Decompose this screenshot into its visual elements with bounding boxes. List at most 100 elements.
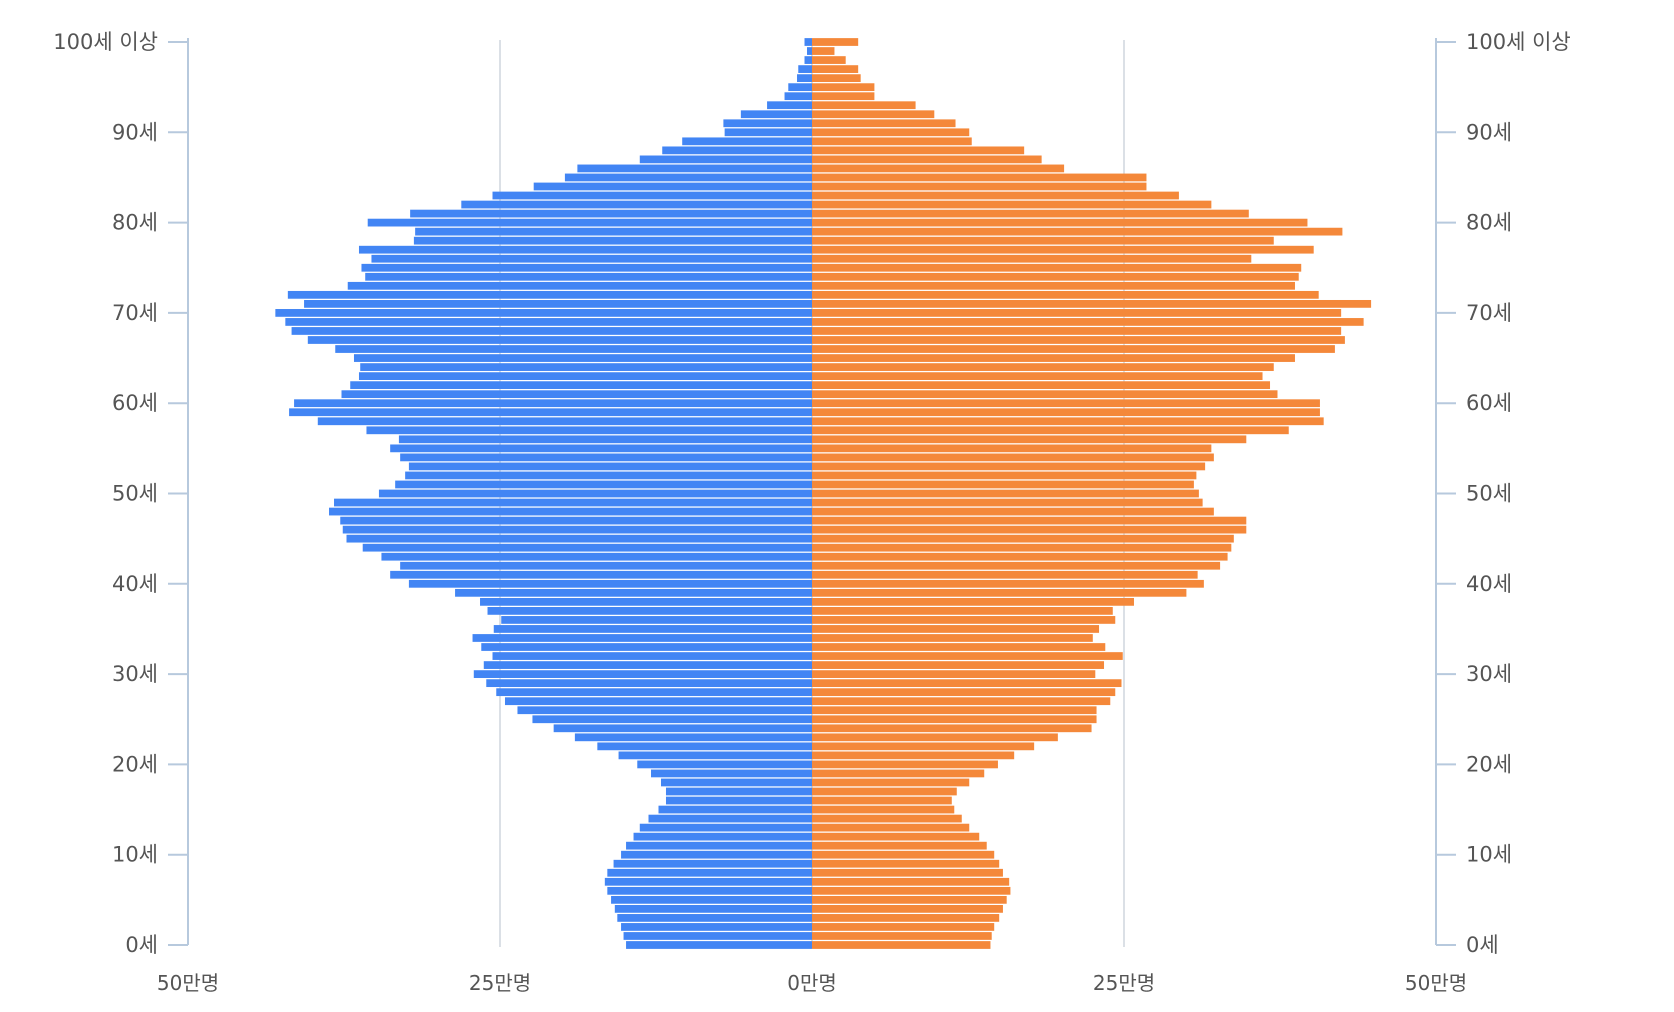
bar-left-age-13 — [639, 823, 812, 832]
bar-left-age-40 — [408, 579, 812, 588]
bar-left-age-61 — [341, 390, 812, 399]
bar-left-age-78 — [413, 236, 812, 245]
bar-right-age-14 — [812, 814, 962, 823]
bar-right-age-46 — [812, 525, 1247, 534]
bar-right-age-45 — [812, 534, 1234, 543]
bars — [275, 38, 1372, 949]
bar-left-age-85 — [564, 173, 812, 182]
bar-right-age-99 — [812, 47, 835, 55]
bar-left-age-86 — [577, 164, 812, 173]
bar-left-age-48 — [329, 507, 812, 516]
bar-right-age-24 — [812, 724, 1092, 733]
bar-left-age-54 — [400, 453, 812, 462]
bar-right-age-68 — [812, 327, 1342, 335]
bar-right-age-0 — [812, 941, 991, 949]
bar-right-age-79 — [812, 227, 1343, 236]
bar-left-age-90 — [724, 128, 812, 137]
bar-right-age-7 — [812, 877, 1010, 886]
bar-right-age-67 — [812, 336, 1345, 344]
bar-left-age-10 — [621, 850, 812, 859]
bar-left-age-30 — [473, 670, 812, 678]
bar-left-age-93 — [767, 101, 812, 110]
bar-right-age-53 — [812, 462, 1206, 471]
y-tick-label-right-0: 0세 — [1466, 933, 1499, 957]
bar-right-age-27 — [812, 697, 1111, 706]
bar-left-age-9 — [613, 859, 812, 868]
bar-right-age-43 — [812, 552, 1228, 561]
bar-right-age-4 — [812, 905, 1003, 913]
bar-right-age-36 — [812, 616, 1116, 624]
bar-left-age-36 — [501, 616, 812, 624]
bar-left-age-81 — [410, 209, 812, 218]
bar-right-age-13 — [812, 823, 970, 832]
bar-right-age-55 — [812, 444, 1212, 453]
y-tick-label-left-20: 20세 — [112, 752, 158, 776]
bar-right-age-33 — [812, 643, 1106, 651]
bar-left-age-0 — [626, 941, 812, 949]
bar-right-age-49 — [812, 498, 1203, 507]
bar-left-age-55 — [390, 444, 812, 453]
bar-right-age-31 — [812, 661, 1105, 669]
bar-right-age-93 — [812, 101, 916, 110]
bar-left-age-62 — [350, 381, 812, 390]
bar-left-age-50 — [378, 489, 812, 498]
bar-left-age-8 — [607, 868, 812, 877]
bar-left-age-96 — [797, 74, 812, 83]
bar-right-age-22 — [812, 742, 1035, 751]
bar-left-age-99 — [807, 47, 812, 55]
bar-left-age-4 — [614, 905, 812, 913]
bar-left-age-82 — [461, 200, 812, 209]
bar-right-age-17 — [812, 787, 957, 796]
bar-left-age-18 — [660, 778, 812, 787]
bar-right-age-70 — [812, 309, 1342, 317]
bar-right-age-34 — [812, 634, 1093, 642]
bar-left-age-12 — [633, 832, 812, 841]
bar-right-age-84 — [812, 182, 1147, 191]
tick-labels: 0세 0세 10세 10세 20세 20세 30세 30세 40세 40세 50세 50세 60세 60세… — [53, 30, 1570, 995]
y-tick-label-right-90: 90세 — [1466, 120, 1512, 144]
bar-left-age-19 — [651, 769, 812, 778]
bar-right-age-19 — [812, 769, 985, 778]
bar-right-age-95 — [812, 83, 875, 92]
bar-left-age-11 — [626, 841, 812, 850]
bar-left-age-64 — [360, 363, 812, 371]
axes — [168, 38, 1456, 946]
y-tick-label-right-30: 30세 — [1466, 662, 1512, 686]
bar-right-age-91 — [812, 119, 956, 128]
bar-right-age-8 — [812, 868, 1003, 877]
bar-right-age-21 — [812, 751, 1015, 760]
bar-right-age-48 — [812, 507, 1214, 516]
bar-left-age-68 — [291, 327, 813, 335]
bar-left-age-33 — [481, 643, 812, 651]
bar-right-age-41 — [812, 570, 1198, 579]
bar-left-age-97 — [798, 65, 812, 73]
y-tick-label-right-10: 10세 — [1466, 843, 1512, 867]
bar-right-age-59 — [812, 408, 1320, 417]
bar-right-age-74 — [812, 272, 1299, 281]
bar-right-age-71 — [812, 299, 1372, 308]
bar-right-age-100 — [812, 38, 859, 46]
bar-left-age-15 — [658, 805, 812, 814]
bar-left-age-53 — [408, 462, 812, 471]
y-tick-label-left-60: 60세 — [112, 391, 158, 415]
bar-right-age-61 — [812, 390, 1278, 399]
bar-right-age-38 — [812, 597, 1134, 606]
bar-right-age-25 — [812, 715, 1097, 724]
bar-right-age-30 — [812, 670, 1096, 678]
bar-right-age-89 — [812, 137, 972, 146]
bar-left-age-49 — [334, 498, 812, 507]
bar-left-age-71 — [304, 299, 812, 308]
bar-left-age-14 — [648, 814, 812, 823]
bar-right-age-28 — [812, 688, 1116, 697]
bar-right-age-52 — [812, 471, 1197, 480]
bar-left-age-51 — [395, 480, 812, 489]
bar-left-age-88 — [662, 146, 812, 155]
bar-left-age-37 — [487, 607, 812, 615]
bar-right-age-64 — [812, 363, 1274, 371]
bar-right-age-65 — [812, 354, 1295, 362]
bar-left-age-84 — [533, 182, 812, 191]
y-tick-label-left-0: 0세 — [125, 933, 158, 957]
bar-left-age-95 — [788, 83, 812, 92]
y-tick-label-left-80: 80세 — [112, 211, 158, 235]
bar-right-age-85 — [812, 173, 1147, 182]
